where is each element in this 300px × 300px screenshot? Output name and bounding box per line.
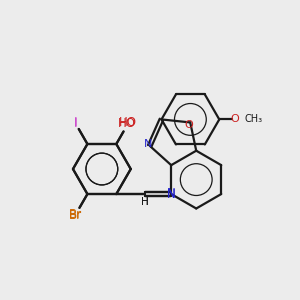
Text: Br: Br	[69, 209, 82, 222]
Text: HO: HO	[119, 116, 137, 129]
Text: O: O	[230, 114, 239, 124]
Text: CH₃: CH₃	[244, 114, 262, 124]
Text: N: N	[167, 187, 176, 200]
Text: I: I	[74, 116, 77, 128]
Text: H: H	[141, 197, 149, 207]
Text: HO: HO	[118, 117, 136, 130]
Text: H: H	[141, 197, 149, 207]
Text: N: N	[144, 139, 152, 148]
Text: O: O	[184, 120, 193, 130]
Text: I: I	[74, 118, 78, 130]
Text: N: N	[167, 188, 176, 200]
Text: Br: Br	[69, 208, 82, 221]
